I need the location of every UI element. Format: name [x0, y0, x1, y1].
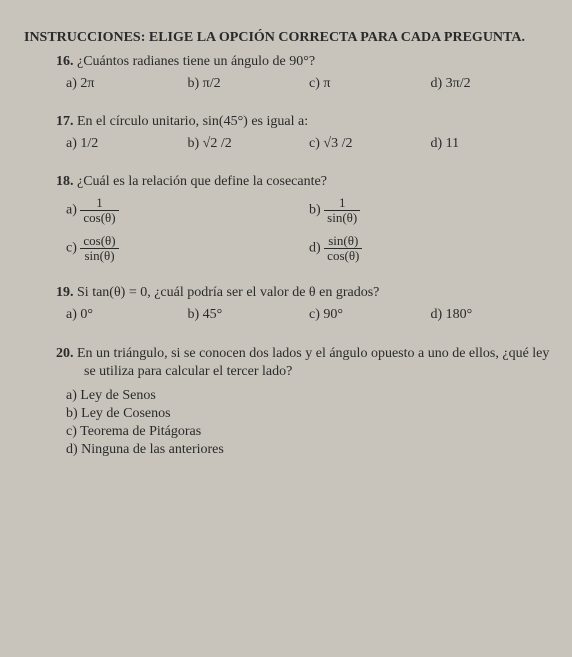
- question-20-text: 20. En un triángulo, si se conocen dos l…: [56, 345, 552, 383]
- q18-d-num: sin(θ): [324, 234, 362, 249]
- q16-opt-a[interactable]: a) 2π: [66, 76, 188, 92]
- q20-opt-b[interactable]: b) Ley de Cosenos: [66, 406, 552, 422]
- q18-a-den: cos(θ): [80, 211, 118, 225]
- question-19: 19. Si tan(θ) = 0, ¿cuál podría ser el v…: [24, 285, 552, 323]
- question-19-text: 19. Si tan(θ) = 0, ¿cuál podría ser el v…: [56, 285, 552, 301]
- q16-opt-b[interactable]: b) π/2: [188, 76, 310, 92]
- q19-options: a) 0° b) 45° c) 90° d) 180°: [56, 307, 552, 323]
- q18-a-num: 1: [80, 196, 118, 211]
- instructions-lead: INSTRUCCIONES:: [24, 30, 145, 45]
- q17-opt-a[interactable]: a) 1/2: [66, 136, 188, 152]
- q16-body: ¿Cuántos radianes tiene un ángulo de 90°…: [77, 54, 315, 69]
- q17-num: 17.: [56, 114, 74, 129]
- q18-b-frac: 1 sin(θ): [324, 196, 360, 224]
- instructions-text: ELIGE LA OPCIÓN CORRECTA PARA CADA PREGU…: [149, 30, 525, 45]
- q18-d-frac: sin(θ) cos(θ): [324, 234, 362, 262]
- q16-num: 16.: [56, 54, 74, 69]
- q18-options: a) 1 cos(θ) b) 1 sin(θ) c) cos(θ) sin(: [56, 196, 552, 263]
- question-18-text: 18. ¿Cuál es la relación que define la c…: [56, 174, 552, 190]
- q18-body: ¿Cuál es la relación que define la cosec…: [77, 174, 327, 189]
- q18-d-den: cos(θ): [324, 249, 362, 263]
- instructions: INSTRUCCIONES: ELIGE LA OPCIÓN CORRECTA …: [24, 30, 552, 46]
- q18-opt-a[interactable]: a) 1 cos(θ): [66, 196, 309, 224]
- q17-c-root: √3: [323, 136, 338, 151]
- q20-options: a) Ley de Senos b) Ley de Cosenos c) Teo…: [56, 388, 552, 458]
- q18-c-den: sin(θ): [80, 249, 118, 263]
- q18-d-label: d): [309, 241, 324, 256]
- question-17-text: 17. En el círculo unitario, sin(45°) es …: [56, 114, 552, 130]
- q17-b-tail: /2: [217, 136, 231, 151]
- q17-c-label: c): [309, 136, 323, 151]
- q17-opt-d[interactable]: d) 11: [431, 136, 553, 152]
- q17-opt-c[interactable]: c) √3 /2: [309, 136, 431, 152]
- q17-b-label: b): [188, 136, 203, 151]
- q16-opt-c[interactable]: c) π: [309, 76, 431, 92]
- q18-b-num: 1: [324, 196, 360, 211]
- q19-lead: Si: [77, 285, 92, 300]
- q18-c-label: c): [66, 241, 80, 256]
- q19-eq: tan(θ) = 0: [92, 285, 147, 300]
- q20-body: En un triángulo, si se conocen dos lados…: [77, 346, 549, 380]
- q19-opt-c[interactable]: c) 90°: [309, 307, 431, 323]
- q19-body: Si tan(θ) = 0, ¿cuál podría ser el valor…: [77, 285, 379, 300]
- question-17: 17. En el círculo unitario, sin(45°) es …: [24, 114, 552, 152]
- question-16: 16. ¿Cuántos radianes tiene un ángulo de…: [24, 54, 552, 92]
- q18-opt-d[interactable]: d) sin(θ) cos(θ): [309, 234, 552, 262]
- q17-c-tail: /2: [338, 136, 352, 151]
- q18-b-label: b): [309, 202, 324, 217]
- q20-num: 20.: [56, 346, 74, 361]
- q20-opt-c[interactable]: c) Teorema de Pitágoras: [66, 424, 552, 440]
- question-16-text: 16. ¿Cuántos radianes tiene un ángulo de…: [56, 54, 552, 70]
- q18-opt-b[interactable]: b) 1 sin(θ): [309, 196, 552, 224]
- q17-body: En el círculo unitario, sin(45°) es igua…: [77, 114, 308, 129]
- q17-options: a) 1/2 b) √2 /2 c) √3 /2 d) 11: [56, 136, 552, 152]
- q20-opt-a[interactable]: a) Ley de Senos: [66, 388, 552, 404]
- q18-a-label: a): [66, 202, 80, 217]
- q19-opt-a[interactable]: a) 0°: [66, 307, 188, 323]
- question-20: 20. En un triángulo, si se conocen dos l…: [24, 345, 552, 459]
- q19-num: 19.: [56, 285, 74, 300]
- q19-opt-d[interactable]: d) 180°: [431, 307, 553, 323]
- q17-b-root: √2: [203, 136, 218, 151]
- q16-opt-d[interactable]: d) 3π/2: [431, 76, 553, 92]
- q18-opt-c[interactable]: c) cos(θ) sin(θ): [66, 234, 309, 262]
- q18-c-frac: cos(θ) sin(θ): [80, 234, 118, 262]
- q19-tail: , ¿cuál podría ser el valor de θ en grad…: [147, 285, 379, 300]
- q18-c-num: cos(θ): [80, 234, 118, 249]
- q18-a-frac: 1 cos(θ): [80, 196, 118, 224]
- question-18: 18. ¿Cuál es la relación que define la c…: [24, 174, 552, 263]
- q18-num: 18.: [56, 174, 74, 189]
- q16-options: a) 2π b) π/2 c) π d) 3π/2: [56, 76, 552, 92]
- q20-opt-d[interactable]: d) Ninguna de las anteriores: [66, 442, 552, 458]
- q17-opt-b[interactable]: b) √2 /2: [188, 136, 310, 152]
- q19-opt-b[interactable]: b) 45°: [188, 307, 310, 323]
- q18-b-den: sin(θ): [324, 211, 360, 225]
